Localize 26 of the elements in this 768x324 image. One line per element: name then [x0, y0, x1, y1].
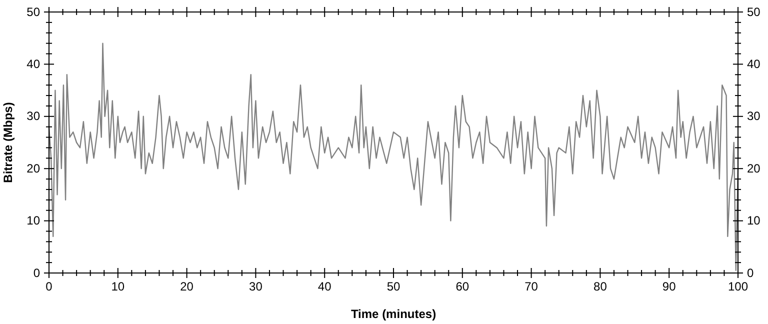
- y2-tick-label: 10: [747, 214, 761, 228]
- y2-tick-label: 30: [747, 109, 761, 124]
- line-series: [48, 42, 739, 271]
- x-axis-title: Time (minutes): [350, 307, 436, 321]
- x-tick-label: 90: [662, 280, 676, 294]
- y2-tick-label: 40: [747, 57, 761, 72]
- x-tick-label: 80: [594, 280, 608, 294]
- x-tick-label: 100: [728, 280, 748, 294]
- x-tick-label: 0: [46, 280, 53, 294]
- x-tick-label: 30: [249, 280, 263, 294]
- y-tick-label: 40: [26, 57, 40, 72]
- x-tick-label: 60: [456, 280, 470, 294]
- x-tick-label: 20: [180, 280, 194, 294]
- x-tick-label: 40: [318, 280, 332, 294]
- y-tick-label: 50: [26, 4, 40, 19]
- y-tick-label: 0: [33, 266, 40, 280]
- x-tick-label: 70: [524, 280, 538, 294]
- y2-tick-label: 20: [747, 161, 761, 176]
- x-tick-label: 50: [386, 280, 400, 294]
- x-tick-label: 10: [111, 280, 125, 294]
- y-tick-label: 30: [26, 109, 40, 124]
- y-tick-label: 20: [26, 161, 40, 176]
- y-tick-label: 10: [26, 214, 40, 228]
- y-axis-title: Bitrate (Mbps): [1, 102, 15, 183]
- y2-tick-label: 50: [747, 4, 761, 19]
- y2-tick-label: 0: [747, 266, 754, 280]
